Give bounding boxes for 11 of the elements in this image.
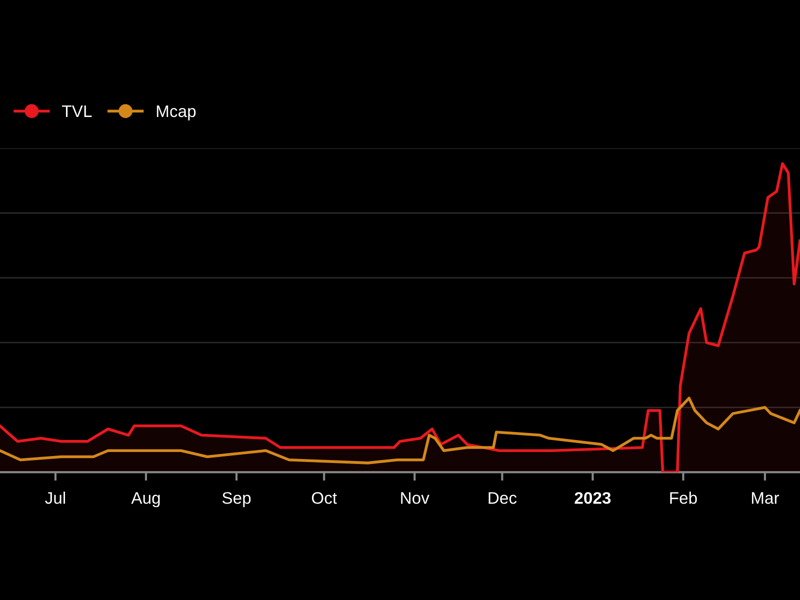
- x-tick-label: Oct: [312, 492, 337, 504]
- x-tick-label: Mar: [752, 492, 780, 504]
- x-tick-label: Nov: [401, 492, 430, 504]
- x-tick-label: 2023: [574, 492, 611, 504]
- x-tick-label: Jul: [45, 492, 66, 504]
- x-tick-label: Aug: [131, 492, 160, 508]
- legend-label: Mcap: [156, 105, 196, 120]
- x-tick-label: Dec: [488, 492, 517, 504]
- legend-label: TVL: [62, 105, 92, 117]
- x-tick-label: Sep: [222, 492, 251, 508]
- x-tick-label: Feb: [670, 492, 697, 504]
